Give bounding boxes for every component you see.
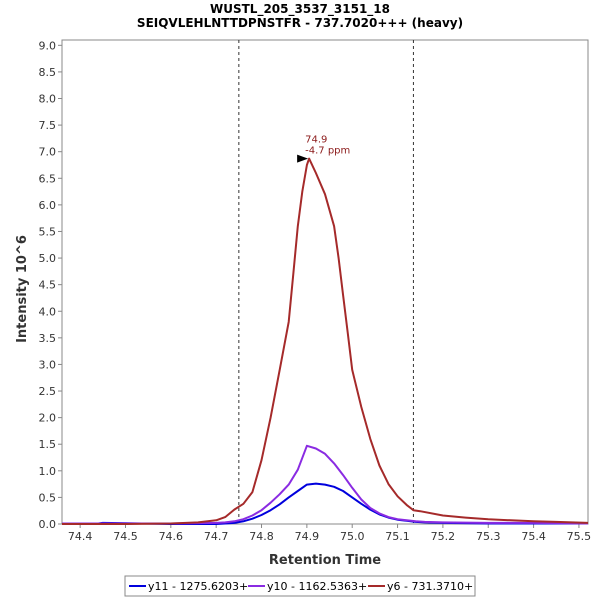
x-tick-label: 75.5 xyxy=(567,530,592,543)
y-tick-label: 6.0 xyxy=(39,199,57,212)
x-axis-label: Retention Time xyxy=(269,553,381,568)
legend-item-y10: y10 - 1162.5363+ xyxy=(248,580,367,593)
legend-item-y11: y11 - 1275.6203+ xyxy=(129,580,248,593)
x-tick-label: 75.4 xyxy=(521,530,546,543)
legend-label: y6 - 731.3710+ xyxy=(387,580,473,593)
y-tick-label: 7.5 xyxy=(39,119,57,132)
peak-ppm-label: -4.7 ppm xyxy=(305,146,350,157)
y-tick-label: 3.0 xyxy=(39,358,57,371)
x-tick-label: 74.9 xyxy=(295,530,320,543)
y-tick-label: 1.5 xyxy=(39,438,57,451)
y-tick-label: 6.5 xyxy=(39,172,57,185)
x-tick-label: 75.2 xyxy=(431,530,456,543)
series-line-1 xyxy=(62,444,589,525)
integration-boundaries xyxy=(238,40,414,524)
series-lines xyxy=(62,157,589,525)
y-tick-label: 5.0 xyxy=(39,252,57,265)
y-tick-label: 0.0 xyxy=(39,518,57,531)
y-tick-label: 1.0 xyxy=(39,465,57,478)
peak-arrow-icon xyxy=(297,154,309,163)
legend: y11 - 1275.6203+ y10 - 1162.5363+ y6 - 7… xyxy=(124,575,476,597)
peak-annotation: 74.9 -4.7 ppm xyxy=(297,135,350,163)
y-tick-label: 5.5 xyxy=(39,225,57,238)
chart-subtitle: SEIQVLEHLNTTDPNSTFR - 737.7020+++ (heavy… xyxy=(137,16,463,30)
plot-area xyxy=(61,39,589,525)
legend-box xyxy=(124,575,476,597)
legend-item-y6: y6 - 731.3710+ xyxy=(368,580,473,593)
y-tick-label: 7.0 xyxy=(39,146,57,159)
y-tick-label: 2.0 xyxy=(39,412,57,425)
y-tick-label: 3.5 xyxy=(39,332,57,345)
y-tick-label: 0.5 xyxy=(39,491,57,504)
y-tick-label: 4.5 xyxy=(39,279,57,292)
y-tick-label: 8.5 xyxy=(39,66,57,79)
y-tick-label: 2.5 xyxy=(39,385,57,398)
legend-label: y10 - 1162.5363+ xyxy=(267,580,367,593)
x-tick-label: 75.1 xyxy=(385,530,410,543)
x-tick-label: 74.5 xyxy=(113,530,138,543)
chart-title: WUSTL_205_3537_3151_18 xyxy=(210,2,390,17)
x-tick-label: 75.0 xyxy=(340,530,365,543)
x-tick-label: 74.7 xyxy=(204,530,229,543)
x-tick-label: 75.3 xyxy=(476,530,501,543)
x-tick-label: 74.6 xyxy=(159,530,184,543)
series-line-2 xyxy=(62,157,589,525)
y-axis-ticks: 0.0 0.5 1.0 1.5 2.0 2.5 3.0 3.5 4.0 4.5 5.0 5.5 6.0 6… xyxy=(39,39,62,531)
y-tick-label: 4.0 xyxy=(39,305,57,318)
x-tick-label: 74.4 xyxy=(68,530,93,543)
peak-rt-label: 74.9 xyxy=(305,135,327,146)
legend-label: y11 - 1275.6203+ xyxy=(148,580,248,593)
x-tick-label: 74.8 xyxy=(249,530,274,543)
x-axis-ticks: 74.4 74.5 74.6 74.7 74.8 74.9 75.0 75.1 75.2 75.3… xyxy=(68,524,591,543)
y-axis-label: Intensity 10^6 xyxy=(15,235,30,343)
plot-frame xyxy=(61,39,589,525)
y-tick-label: 8.0 xyxy=(39,93,57,106)
y-tick-label: 9.0 xyxy=(39,39,57,52)
